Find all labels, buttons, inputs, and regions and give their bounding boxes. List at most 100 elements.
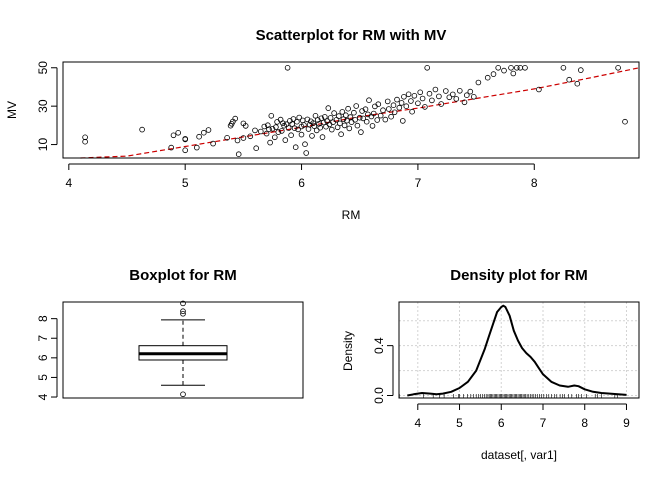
scatter-point	[513, 65, 520, 71]
scatter-point	[168, 144, 175, 151]
scatter-x-tick-label: 5	[182, 176, 189, 190]
box-y-tick-label: 5	[36, 374, 50, 381]
scatter-xlabel: RM	[342, 208, 361, 222]
scatter-point	[318, 115, 325, 122]
scatter-point	[235, 151, 242, 158]
scatter-point	[182, 147, 189, 154]
density-x-tick-label: 8	[581, 416, 588, 430]
scatter-point	[294, 118, 300, 125]
scatter-point	[291, 125, 298, 131]
scatter-point	[401, 94, 407, 100]
density-x-tick-label: 7	[540, 416, 547, 430]
scatter-point	[560, 65, 567, 71]
scatter-point	[331, 110, 337, 116]
scatter-point	[396, 104, 403, 111]
scatter-point	[340, 116, 347, 122]
scatter-point	[508, 65, 514, 71]
scatter-point	[290, 116, 297, 122]
density-y-tick-label: 0.4	[372, 337, 386, 354]
scatter-point	[271, 134, 278, 141]
scatter-point	[419, 95, 426, 102]
scatter-point	[346, 125, 353, 132]
scatter-point	[409, 108, 415, 115]
scatter-point	[232, 115, 239, 122]
scatter-trend-line	[80, 67, 640, 159]
scatter-point	[490, 71, 497, 77]
scatter-point	[337, 120, 343, 127]
scatter-point	[622, 118, 628, 125]
scatter-point	[461, 99, 468, 106]
box-outlier	[180, 308, 186, 315]
scatter-point	[384, 98, 391, 105]
scatter-point	[424, 65, 431, 71]
scatter-x-tick-label: 7	[415, 176, 422, 190]
scatter-x-tick-label: 8	[531, 176, 538, 190]
scatter-x-tick-label: 4	[65, 176, 72, 190]
scatter-y-tick-label: 10	[36, 138, 50, 152]
scatter-point	[415, 100, 421, 107]
density-y-tick-label: 0.0	[372, 387, 386, 404]
scatter-point	[353, 103, 360, 109]
scatter-point	[380, 107, 386, 113]
density-frame	[398, 301, 640, 399]
scatter-point	[615, 65, 621, 71]
scatter-point	[467, 88, 474, 95]
scatter-point	[273, 124, 279, 130]
box-title: Boxplot for RM	[129, 267, 236, 284]
scatter-point	[323, 123, 329, 130]
scatter-point	[375, 101, 382, 107]
density-ylabel: Density	[341, 331, 355, 371]
scatter-point	[510, 70, 517, 77]
scatter-point	[391, 109, 398, 116]
density-xlabel: dataset[, var1]	[481, 448, 557, 462]
scatter-point	[257, 128, 264, 135]
scatter-point	[436, 93, 442, 100]
scatter-point	[348, 119, 355, 125]
scatter-point	[139, 126, 145, 133]
scatter-point	[314, 117, 321, 123]
density-x-tick-label: 5	[456, 416, 463, 430]
scatter-point	[399, 118, 406, 124]
scatter-point	[313, 127, 320, 134]
scatter-point	[299, 117, 306, 124]
scatter-point	[385, 106, 392, 112]
scatter-point	[82, 138, 88, 145]
scatter-point	[495, 65, 502, 71]
scatter-point	[446, 94, 453, 101]
scatter-point	[312, 113, 319, 119]
scatter-point	[302, 141, 308, 148]
scatter-point	[352, 117, 358, 123]
scatter-point	[268, 113, 275, 119]
scatter-point	[536, 86, 542, 93]
box-frame	[62, 301, 304, 399]
scatter-point	[341, 122, 348, 129]
scatter-point	[411, 93, 418, 99]
scatter-point	[463, 92, 470, 98]
scatter-point	[369, 123, 376, 129]
scatter-point	[282, 137, 289, 143]
scatter-point	[394, 96, 400, 103]
scatter-point	[390, 102, 397, 108]
scatter-point	[269, 126, 276, 132]
scatter-point	[295, 126, 301, 133]
scatter-title: Scatterplot for RM with MV	[256, 27, 447, 44]
scatter-point	[370, 110, 377, 117]
scatter-point	[328, 126, 335, 133]
scatter-point	[175, 130, 182, 136]
box-outlier	[180, 300, 186, 307]
scatter-point	[301, 122, 307, 128]
scatter-point	[210, 140, 216, 147]
scatter-x-tick-label: 6	[298, 176, 305, 190]
scatter-point	[362, 106, 369, 112]
scatter-point	[363, 118, 370, 125]
scatter-point	[422, 104, 428, 110]
scatter-point	[240, 135, 247, 141]
scatter-point	[319, 134, 326, 140]
scatter-point	[224, 135, 230, 141]
box-panel: Boxplot for RM 4 5 6 7 8	[36, 267, 304, 400]
scatter-point	[351, 109, 357, 116]
scatter-point	[194, 144, 200, 151]
scatter-point	[475, 79, 482, 86]
scatter-point	[82, 134, 88, 141]
